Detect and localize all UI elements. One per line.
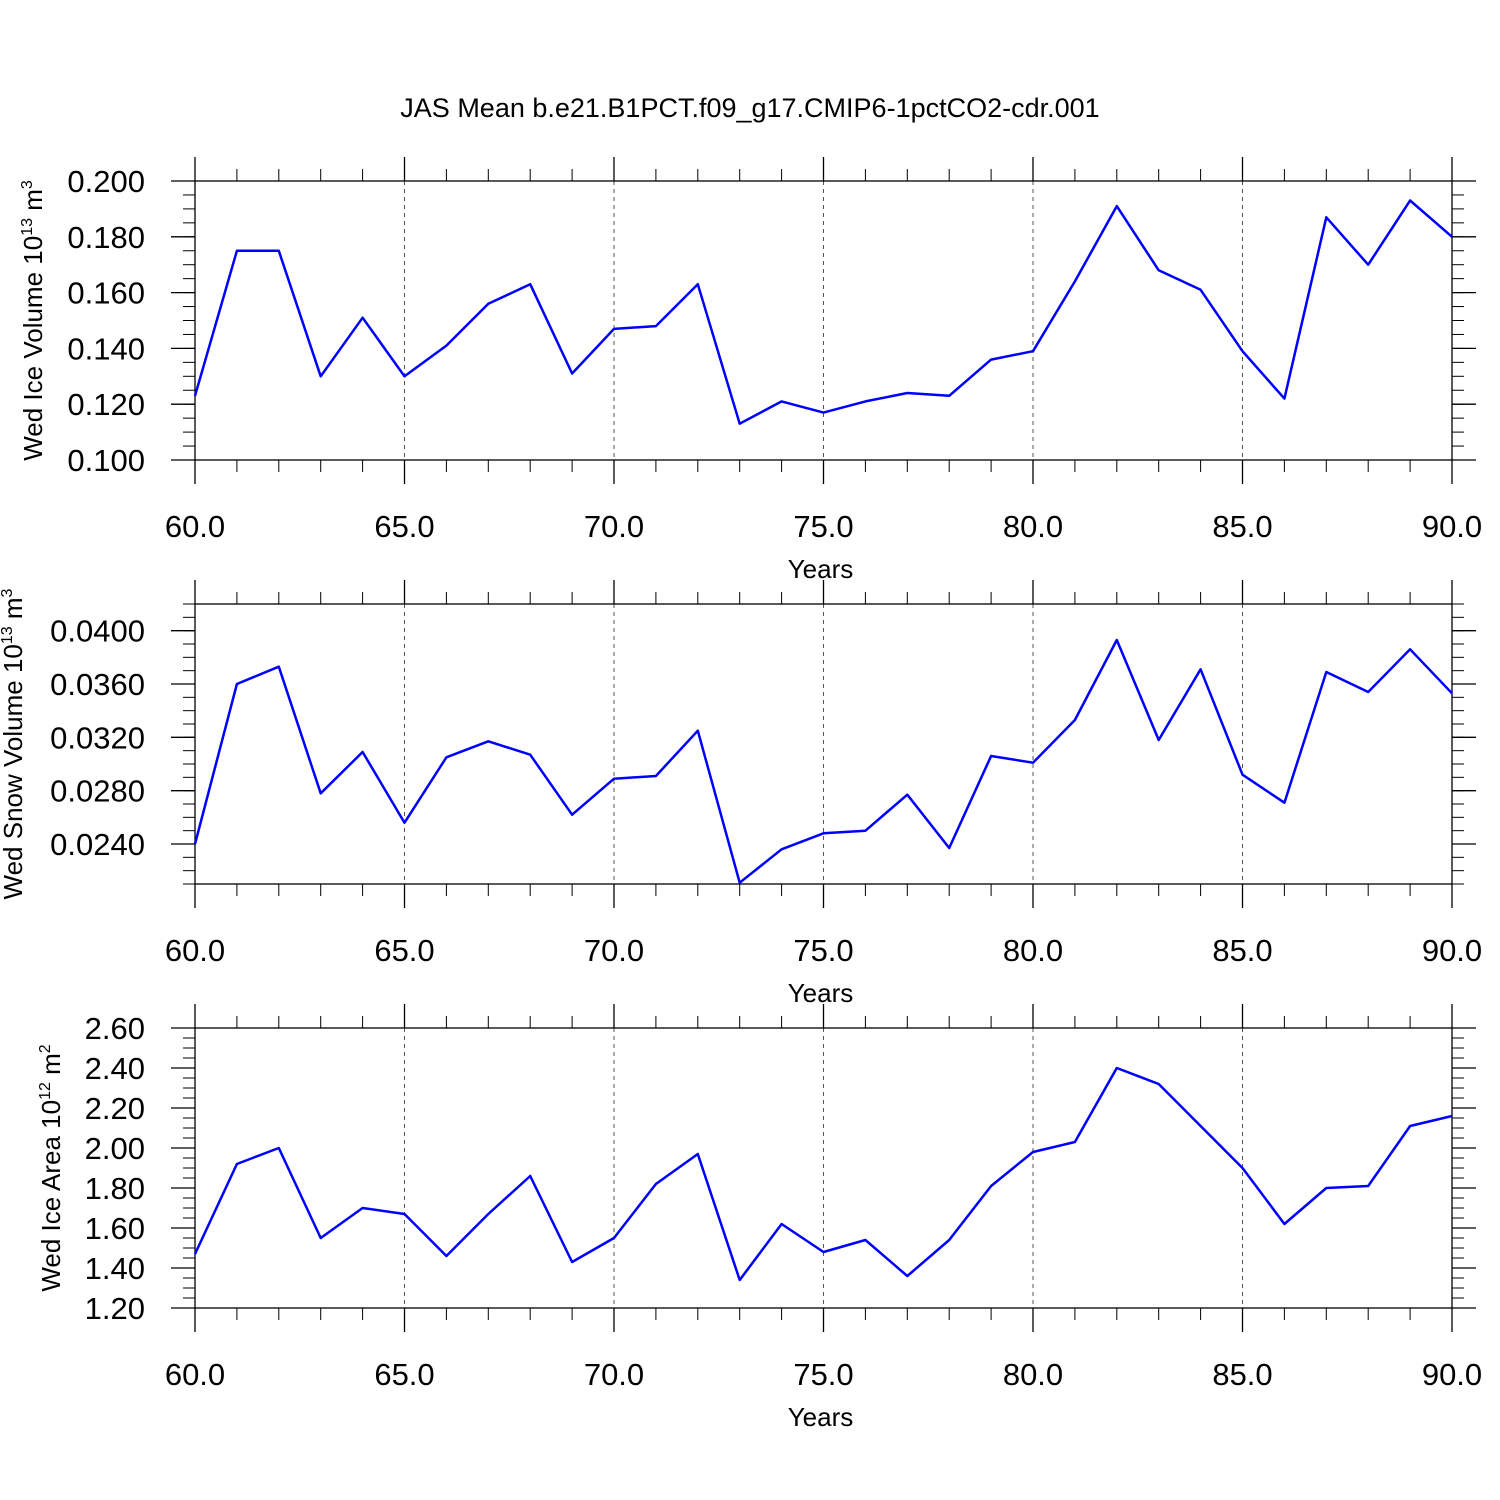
x-tick-label: 70.0 <box>584 509 644 544</box>
y-tick-label: 0.0400 <box>50 614 145 649</box>
x-tick-label: 80.0 <box>1003 1357 1063 1392</box>
y-tick-label: 0.120 <box>67 387 145 422</box>
x-tick-label: 80.0 <box>1003 933 1063 968</box>
x-tick-label: 85.0 <box>1212 509 1272 544</box>
chart-panel-1: 60.0 65.0 70.0 75.0 80.0 85.0 90.0 0.100 0.120 0.… <box>18 157 1482 584</box>
x-tick-label: 80.0 <box>1003 509 1063 544</box>
x-tick-label: 70.0 <box>584 1357 644 1392</box>
x-tick-label: 90.0 <box>1422 1357 1482 1392</box>
x-tick-label: 70.0 <box>584 933 644 968</box>
y-tick-label: 2.60 <box>85 1011 145 1046</box>
y-tick-label: 1.60 <box>85 1211 145 1246</box>
y-tick-label: 2.20 <box>85 1091 145 1126</box>
x-tick-label: 65.0 <box>374 509 434 544</box>
x-tick-label: 75.0 <box>793 509 853 544</box>
x-axis-label: Years <box>788 554 854 584</box>
series-line-1 <box>193 199 1453 425</box>
y-tick-label: 0.0320 <box>50 720 145 755</box>
x-tick-label: 75.0 <box>793 1357 853 1392</box>
y-tick-label: 1.20 <box>85 1291 145 1326</box>
chart-panel-2: 60.0 65.0 70.0 75.0 80.0 85.0 90.0 0.0240 0.0280… <box>0 580 1482 1008</box>
x-tick-label: 75.0 <box>793 933 853 968</box>
y-axis-label: Wed Ice Area 1012 m2 <box>36 1044 66 1291</box>
y-tick-label: 1.80 <box>85 1171 145 1206</box>
x-tick-label: 85.0 <box>1212 933 1272 968</box>
y-tick-label: 0.100 <box>67 443 145 478</box>
x-tick-label: 60.0 <box>165 509 225 544</box>
y-tick-label: 0.0280 <box>50 774 145 809</box>
x-tick-label: 60.0 <box>165 1357 225 1392</box>
y-tick-label: 0.0360 <box>50 667 145 702</box>
x-axis-label: Years <box>788 978 854 1008</box>
y-axis-label: Wed Snow Volume 1013 m3 <box>0 588 28 899</box>
chart-panel-3: 60.0 65.0 70.0 75.0 80.0 85.0 90.0 1.20 1.40 1.60… <box>36 1004 1482 1432</box>
y-tick-label: 1.40 <box>85 1251 145 1286</box>
y-axis-label: Wed Ice Volume 1013 m3 <box>18 180 48 461</box>
y-tick-label: 0.140 <box>67 331 145 366</box>
y-tick-label: 2.40 <box>85 1051 145 1086</box>
panels: 60.0 65.0 70.0 75.0 80.0 85.0 90.0 0.100 0.120 0.… <box>0 157 1482 1432</box>
y-tick-label: 2.00 <box>85 1131 145 1166</box>
series-line-1 <box>193 1066 1453 1282</box>
y-tick-label: 0.200 <box>67 164 145 199</box>
y-tick-label: 0.0240 <box>50 827 145 862</box>
x-tick-label: 60.0 <box>165 933 225 968</box>
y-tick-label: 0.160 <box>67 276 145 311</box>
x-tick-label: 90.0 <box>1422 509 1482 544</box>
series-line-1 <box>193 638 1453 884</box>
x-tick-label: 65.0 <box>374 1357 434 1392</box>
x-tick-label: 65.0 <box>374 933 434 968</box>
x-tick-label: 90.0 <box>1422 933 1482 968</box>
x-tick-label: 85.0 <box>1212 1357 1272 1392</box>
x-axis-label: Years <box>788 1402 854 1432</box>
y-tick-label: 0.180 <box>67 220 145 255</box>
figure-title: JAS Mean b.e21.B1PCT.f09_g17.CMIP6-1pctC… <box>400 93 1099 123</box>
